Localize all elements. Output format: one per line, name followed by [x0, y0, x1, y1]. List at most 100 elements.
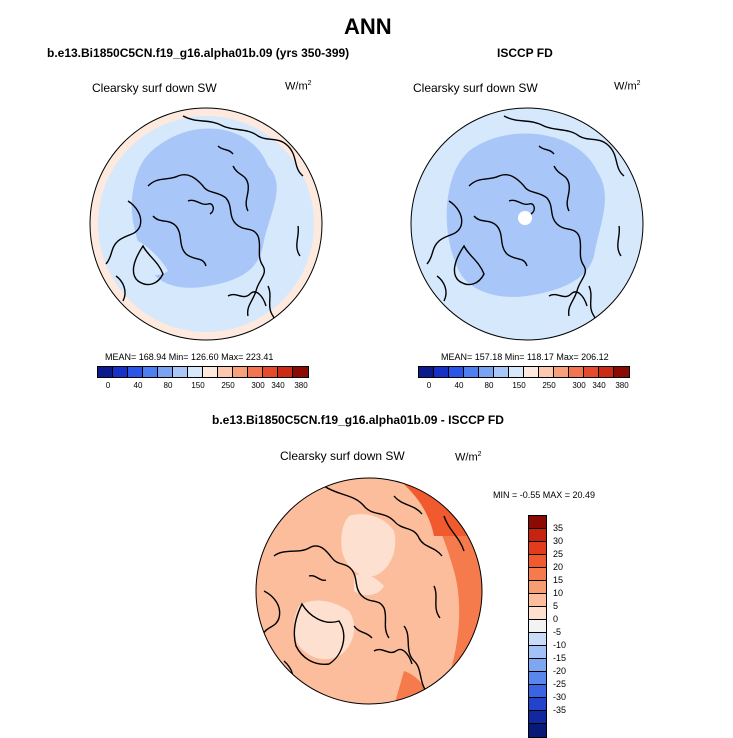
tick-label: 20	[553, 562, 564, 572]
tick-label: 35	[553, 523, 564, 533]
tick-label: 0	[105, 381, 111, 390]
tick-label: 250	[221, 381, 235, 390]
colorbar-swatch	[539, 367, 554, 377]
diff-stats: MIN = -0.55 MAX = 20.49	[493, 490, 596, 500]
colorbar-swatch	[614, 367, 629, 377]
tick-label: 340	[592, 381, 606, 390]
tick-label: 80	[484, 381, 494, 390]
tick-label: 150	[512, 381, 526, 390]
colorbar-swatch	[529, 594, 546, 607]
colorbar-swatch	[529, 646, 546, 659]
colorbar-swatch	[529, 620, 546, 633]
colorbar-swatch	[529, 698, 546, 711]
colorbar-swatch	[434, 367, 449, 377]
diff-greenland-low	[293, 600, 355, 660]
colorbar-swatch	[569, 367, 584, 377]
panel1-stats: MEAN= 168.94 Min= 126.60 Max= 223.41	[105, 352, 274, 362]
panel1-arctic-low	[131, 128, 277, 288]
colorbar-swatch	[218, 367, 233, 377]
colorbar-swatch	[449, 367, 464, 377]
tick-label: 0	[553, 614, 559, 624]
tick-label: 25	[553, 549, 564, 559]
diff-coastlines	[261, 485, 465, 692]
panel2-colorbar-ticks: 0 40 80 150 250 300 340 380	[418, 381, 630, 393]
colorbar-swatch	[158, 367, 173, 377]
tick-label: -35	[553, 705, 567, 715]
diff-polar-map	[255, 477, 483, 705]
colorbar-swatch	[278, 367, 293, 377]
panel1-units: W/m2	[285, 80, 312, 93]
panel2-variable: Clearsky surf down SW	[413, 81, 538, 95]
colorbar-swatch	[233, 367, 248, 377]
colorbar-swatch	[529, 633, 546, 646]
panel1-coastlines	[105, 115, 304, 339]
tick-label: 80	[163, 381, 173, 390]
colorbar-swatch	[529, 672, 546, 685]
panel2-polar-map	[410, 107, 644, 341]
diff-pole-low	[354, 574, 384, 596]
tick-label: 10	[553, 588, 564, 598]
colorbar-swatch	[529, 711, 546, 724]
colorbar-swatch	[529, 542, 546, 555]
diff-subtitle: b.e13.Bi1850C5CN.f19_g16.alpha01b.09 - I…	[212, 413, 504, 427]
diff-variable: Clearsky surf down SW	[280, 449, 405, 463]
panel1-colorbar-ticks: 0 40 80 150 250 300 340 380	[97, 381, 309, 393]
colorbar-swatch	[173, 367, 188, 377]
colorbar-swatch	[529, 581, 546, 594]
diff-colorbar	[528, 515, 547, 738]
tick-label: 0	[426, 381, 432, 390]
colorbar-swatch	[554, 367, 569, 377]
panel2-coastlines	[426, 115, 625, 339]
tick-label: -30	[553, 692, 567, 702]
tick-label: 380	[294, 381, 308, 390]
tick-label: -25	[553, 679, 567, 689]
tick-label: 5	[553, 601, 559, 611]
tick-label: 300	[251, 381, 265, 390]
colorbar-swatch	[529, 724, 546, 737]
colorbar-swatch	[494, 367, 509, 377]
colorbar-swatch	[98, 367, 113, 377]
panel1-subtitle: b.e13.Bi1850C5CN.f19_g16.alpha01b.09 (yr…	[47, 46, 350, 60]
colorbar-swatch	[128, 367, 143, 377]
tick-label: 250	[542, 381, 556, 390]
tick-label: 380	[615, 381, 629, 390]
colorbar-swatch	[529, 555, 546, 568]
colorbar-swatch	[248, 367, 263, 377]
colorbar-swatch	[529, 659, 546, 672]
tick-label: 150	[191, 381, 205, 390]
panel2-pole-hole	[518, 211, 532, 225]
diff-colorbar-ticks: 35 30 25 20 15 10 5 0 -5 -10 -15 -20 -25…	[553, 515, 583, 737]
tick-label: 300	[572, 381, 586, 390]
tick-label: 40	[133, 381, 143, 390]
colorbar-swatch	[479, 367, 494, 377]
panel2-stats: MEAN= 157.18 Min= 118.17 Max= 206.12	[441, 352, 609, 362]
colorbar-swatch	[464, 367, 479, 377]
panel2-colorbar	[418, 366, 630, 378]
diff-units: W/m2	[455, 451, 482, 464]
tick-label: 40	[454, 381, 464, 390]
colorbar-swatch	[293, 367, 308, 377]
colorbar-swatch	[203, 367, 218, 377]
colorbar-swatch	[529, 516, 546, 529]
tick-label: -5	[553, 627, 562, 637]
colorbar-swatch	[263, 367, 278, 377]
colorbar-swatch	[509, 367, 524, 377]
colorbar-swatch	[419, 367, 434, 377]
panel2-subtitle: ISCCP FD	[497, 46, 553, 60]
colorbar-swatch	[529, 568, 546, 581]
tick-label: 15	[553, 575, 564, 585]
panel2-map-border	[410, 107, 644, 341]
tick-label: -15	[553, 653, 567, 663]
colorbar-swatch	[143, 367, 158, 377]
colorbar-swatch	[529, 685, 546, 698]
tick-label: -20	[553, 666, 567, 676]
tick-label: 340	[271, 381, 285, 390]
panel2-units: W/m2	[614, 80, 641, 93]
tick-label: -10	[553, 640, 567, 650]
panel1-map-border	[89, 107, 323, 341]
panel1-polar-map	[89, 107, 323, 341]
colorbar-swatch	[529, 529, 546, 542]
panel1-variable: Clearsky surf down SW	[92, 81, 217, 95]
tick-label: 30	[553, 536, 564, 546]
colorbar-swatch	[188, 367, 203, 377]
